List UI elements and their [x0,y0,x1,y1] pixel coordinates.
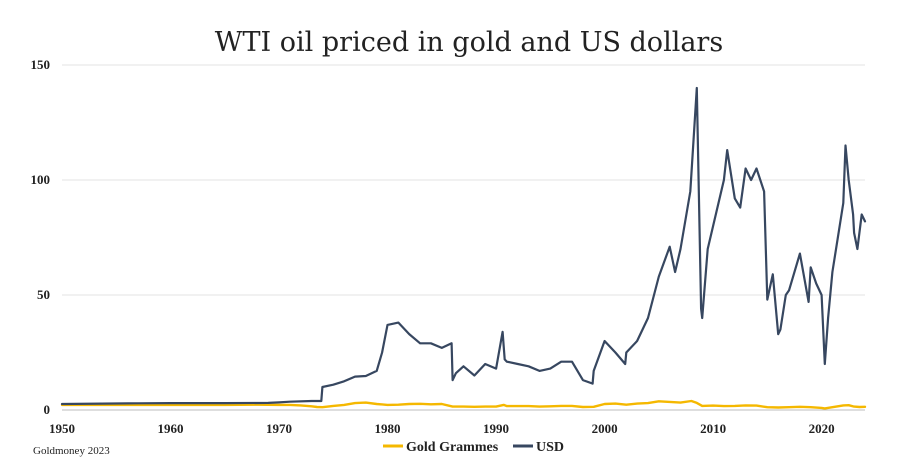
gridlines [62,64,865,411]
source-note: Goldmoney 2023 [33,445,110,457]
y-tick-label-50: 50 [37,287,50,302]
series-line-gold-grammes [60,399,867,410]
legend-label-usd: USD [536,440,564,455]
x-tick-label-2020: 2020 [809,421,835,436]
y-tick-label-100: 100 [31,172,51,187]
x-tick-label-1980: 1980 [375,421,401,436]
x-tick-label-2000: 2000 [592,421,618,436]
legend-label-gold-grammes: Gold Grammes [406,440,499,455]
series-line-usd [60,86,867,406]
x-tick-label-1970: 1970 [266,421,292,436]
chart-title: WTI oil priced in gold and US dollars [215,27,723,58]
legend: Gold Grammes USD [383,440,564,455]
y-axis: 0 50 100 150 [31,57,51,417]
x-tick-label-1950: 1950 [49,421,75,436]
x-tick-label-1960: 1960 [158,421,184,436]
y-tick-label-0: 0 [44,402,51,417]
x-tick-label-1990: 1990 [483,421,509,436]
x-tick-label-2010: 2010 [700,421,726,436]
x-axis: 1950 1960 1970 1980 1990 2000 2010 2020 [49,421,835,436]
plot-area [60,86,867,410]
y-tick-label-150: 150 [31,57,51,72]
